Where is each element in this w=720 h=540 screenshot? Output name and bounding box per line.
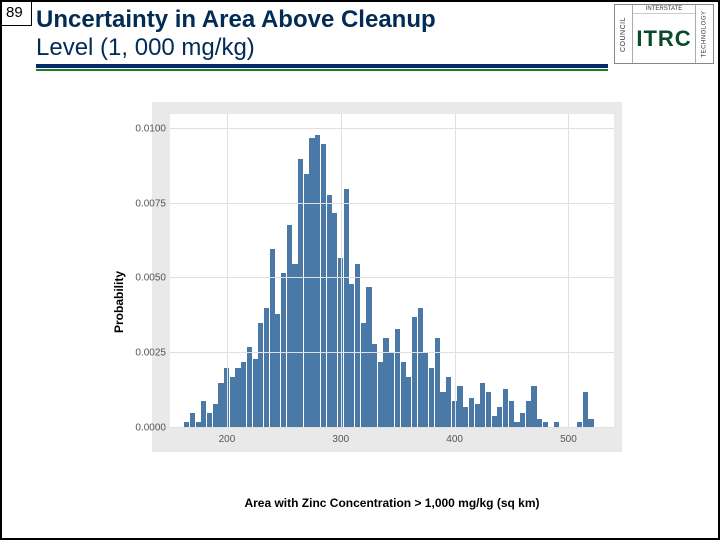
- histogram-bar: [332, 213, 337, 428]
- histogram-bar: [406, 377, 411, 428]
- histogram-bar: [440, 392, 445, 428]
- histogram-bar: [327, 195, 332, 428]
- histogram-bar: [429, 368, 434, 428]
- histogram-bar: [241, 362, 246, 428]
- histogram-bar: [258, 323, 263, 428]
- y-tick-label: 0.0100: [122, 123, 166, 134]
- histogram-bar: [463, 407, 468, 428]
- histogram-bar: [520, 413, 525, 428]
- histogram-bar: [378, 362, 383, 428]
- histogram-bar: [270, 249, 275, 428]
- histogram-bar: [475, 404, 480, 428]
- y-tick-label: 0.0025: [122, 348, 166, 359]
- histogram-chart: Probability Area with Zinc Concentration…: [82, 92, 642, 512]
- histogram-bar: [395, 329, 400, 428]
- slide: 89 Uncertainty in Area Above Cleanup Lev…: [0, 0, 720, 540]
- histogram-bar: [480, 383, 485, 428]
- histogram-bar: [207, 413, 212, 428]
- histogram-bar: [486, 392, 491, 428]
- histogram-bar: [401, 362, 406, 428]
- logo-top-text: INTERSTATE: [633, 5, 695, 14]
- histogram-bar: [321, 144, 326, 428]
- title-underline: [36, 64, 608, 71]
- histogram-bar: [509, 401, 514, 428]
- histogram-bar: [531, 386, 536, 428]
- gridline-h: [170, 203, 614, 204]
- x-tick-label: 200: [219, 434, 236, 445]
- title-line-2: Level (1, 000 mg/kg): [36, 34, 608, 62]
- histogram-bar: [349, 284, 354, 428]
- histogram-bar: [213, 404, 218, 428]
- gridline-v: [227, 114, 228, 428]
- itrc-logo: COUNCIL INTERSTATE ITRC TECHNOLOGY: [614, 4, 714, 64]
- histogram-bar: [275, 314, 280, 428]
- slide-title: Uncertainty in Area Above Cleanup Level …: [36, 6, 608, 61]
- histogram-bar: [344, 189, 349, 428]
- histogram-bar: [412, 317, 417, 428]
- histogram-bar: [235, 368, 240, 428]
- logo-main-text: ITRC: [633, 14, 695, 63]
- histogram-bar: [457, 386, 462, 428]
- histogram-bar: [366, 287, 371, 428]
- y-tick-label: 0.0075: [122, 198, 166, 209]
- y-tick-label: 0.0050: [122, 273, 166, 284]
- gridline-v: [341, 114, 342, 428]
- histogram-bar: [526, 401, 531, 428]
- histogram-bar: [253, 359, 258, 428]
- plot-area: [170, 114, 614, 428]
- logo-left-text: COUNCIL: [620, 16, 627, 51]
- histogram-bar: [423, 353, 428, 428]
- histogram-bar: [287, 225, 292, 428]
- histogram-bar: [355, 264, 360, 428]
- title-line-1: Uncertainty in Area Above Cleanup: [36, 6, 608, 34]
- x-tick-label: 500: [560, 434, 577, 445]
- slide-number: 89: [2, 2, 32, 26]
- histogram-bar: [201, 401, 206, 428]
- gridline-v: [568, 114, 569, 428]
- histogram-bar: [361, 323, 366, 428]
- gridline-h: [170, 427, 614, 428]
- x-tick-label: 400: [446, 434, 463, 445]
- gridline-h: [170, 277, 614, 278]
- histogram-bar: [418, 308, 423, 428]
- plot-panel: [152, 102, 622, 452]
- histogram-bar: [218, 383, 223, 428]
- histogram-bar: [292, 264, 297, 428]
- histogram-bar: [372, 344, 377, 428]
- x-tick-label: 300: [332, 434, 349, 445]
- histogram-bar: [309, 138, 314, 428]
- histogram-bar: [298, 159, 303, 428]
- histogram-bar: [583, 392, 588, 428]
- histogram-bar: [230, 377, 235, 428]
- x-axis-label: Area with Zinc Concentration > 1,000 mg/…: [152, 496, 632, 510]
- histogram-bar: [304, 174, 309, 428]
- logo-right-text: TECHNOLOGY: [702, 10, 708, 57]
- histogram-bar: [503, 389, 508, 428]
- histogram-bar: [315, 135, 320, 428]
- gridline-h: [170, 352, 614, 353]
- histogram-bar: [469, 398, 474, 428]
- histogram-bar: [247, 347, 252, 428]
- histogram-bar: [446, 377, 451, 428]
- gridline-v: [455, 114, 456, 428]
- y-tick-label: 0.0000: [122, 423, 166, 434]
- histogram-bar: [264, 308, 269, 428]
- histogram-bar: [281, 273, 286, 429]
- histogram-bar: [190, 413, 195, 428]
- histogram-bar: [389, 353, 394, 428]
- gridline-h: [170, 128, 614, 129]
- histogram-bar: [497, 407, 502, 428]
